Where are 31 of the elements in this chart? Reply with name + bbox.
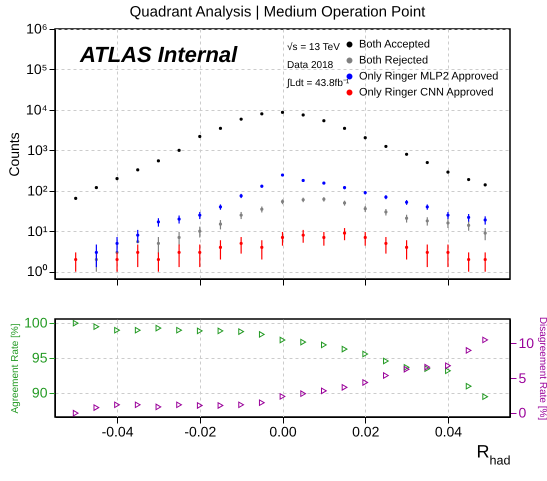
y2-tick-label: 10 — [518, 334, 534, 351]
legend-label: Only Ringer MLP2 Approved — [359, 70, 498, 82]
x-tick-label: -0.02 — [184, 424, 216, 440]
annotation: Data 2018 — [287, 60, 334, 71]
y-axis-title: Agreement Rate [%] — [10, 323, 22, 414]
y2-axis-title: Disagreement Rate [%] — [537, 316, 547, 420]
legend-label: Both Rejected — [359, 54, 428, 66]
y-tick-label: 90 — [32, 384, 48, 401]
annotation: √s = 13 TeV — [287, 42, 340, 53]
x-tick-label: -0.04 — [102, 424, 134, 440]
y-tick-label: 10⁴ — [26, 101, 48, 118]
y2-tick-label: 0 — [518, 404, 526, 421]
y-tick-label: 10¹ — [27, 222, 48, 239]
legend-label: Only Ringer CNN Approved — [359, 86, 494, 98]
annotation: ∫Ldt = 43.8fb⁻¹ — [286, 78, 350, 89]
y-tick-label: 10⁶ — [26, 20, 48, 36]
x-axis-title: R$_{had}$ — [476, 442, 510, 468]
x-tick-label: 0.04 — [434, 424, 462, 440]
y-tick-label: 10⁵ — [26, 60, 48, 77]
y-axis-title: Counts — [6, 132, 22, 177]
y-tick-label: 10² — [27, 182, 48, 198]
legend-label: Both Accepted — [359, 38, 430, 50]
y-tick-label: 100 — [24, 314, 48, 331]
x-tick-label: 0.02 — [352, 424, 380, 440]
x-tick-label: 0.00 — [269, 424, 297, 440]
y-tick-label: 95 — [32, 350, 48, 366]
annotation: ATLAS Internal — [79, 42, 238, 67]
y2-tick-label: 5 — [518, 370, 526, 386]
y-tick-label: 10³ — [27, 142, 48, 158]
chart-title: Quadrant Analysis | Medium Operation Point — [130, 3, 426, 20]
y-tick-label: 10⁰ — [26, 263, 48, 280]
